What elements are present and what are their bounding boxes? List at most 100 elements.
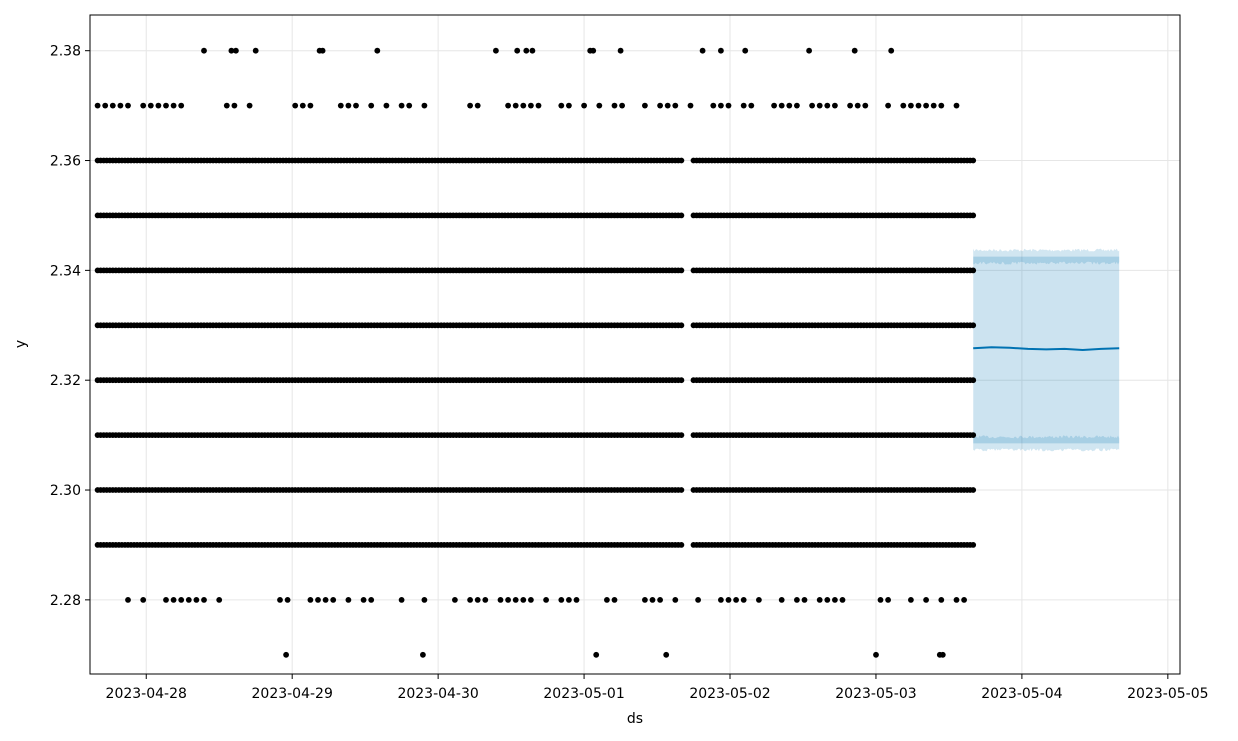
data-point [953,597,960,603]
x-tick-label: 2023-05-02 [689,686,770,702]
data-point [740,102,747,109]
data-point [193,597,200,603]
data-point [421,597,428,603]
data-point [923,102,929,109]
data-point [885,597,891,603]
data-point [505,102,511,109]
data-point [908,597,914,603]
data-point [663,651,670,658]
data-point [512,597,519,603]
data-point [140,597,147,603]
data-point [642,102,648,109]
data-point [854,102,861,109]
data-point [699,47,706,54]
data-point [528,597,534,603]
data-point [801,597,808,603]
data-point [678,487,685,493]
data-point [657,102,663,109]
data-point [398,597,405,603]
x-tick-label: 2023-04-30 [397,686,478,702]
data-point [185,597,192,603]
data-point [733,597,739,603]
data-point [642,597,648,603]
data-point [330,597,337,603]
data-point [806,47,812,54]
data-point [566,102,572,109]
data-point [888,47,895,54]
y-tick-label: 2.34 [50,263,81,279]
data-point [482,597,489,603]
data-point [337,102,344,109]
data-point [678,212,685,219]
data-point [315,597,321,603]
data-point [678,322,685,329]
data-point [678,377,685,384]
data-point [664,102,671,109]
data-point [246,102,253,109]
data-point [970,212,977,219]
data-point [368,597,375,603]
data-point [474,597,481,603]
data-point [345,597,352,603]
data-point [678,542,685,548]
data-point [695,597,701,603]
data-point [581,102,587,109]
data-point [816,597,823,603]
data-point [528,102,534,109]
data-point [573,597,580,603]
lower-interval-edge [973,435,1120,452]
data-point [505,597,511,603]
data-point [201,597,207,603]
data-point [939,651,946,658]
data-point [672,102,679,109]
data-point [839,597,846,603]
data-point [216,597,223,603]
y-tick-label: 2.28 [50,593,81,609]
data-point [794,102,800,109]
data-point [140,102,147,109]
data-point [718,102,724,109]
data-point [970,487,977,493]
data-point [847,102,853,109]
data-point [163,102,169,109]
data-point [862,102,869,109]
data-point [786,102,793,109]
data-point [292,102,299,109]
data-point [923,597,929,603]
y-tick-label: 2.36 [50,154,81,170]
data-point [970,157,977,164]
data-point [590,47,597,54]
data-point [900,102,907,109]
data-point [201,47,207,54]
data-point [596,102,603,109]
data-point [307,597,314,603]
data-point [170,597,177,603]
data-point [299,102,306,109]
data-point [725,597,732,603]
data-point [873,651,879,658]
data-point [170,102,177,109]
data-point [851,47,858,54]
x-axis-label: ds [627,711,643,727]
axis-ticks: 2023-04-28 2023-04-29 2023-04-30 2023-05-01… [50,44,1209,702]
data-point [611,102,618,109]
data-point [687,102,694,109]
data-point [604,597,610,603]
data-point [360,597,367,603]
data-point [467,597,473,603]
forecast-line-group [973,346,1120,352]
data-point [535,102,542,109]
data-point [322,597,329,603]
data-point [938,102,945,109]
data-point [672,597,679,603]
data-point [520,597,527,603]
data-point [520,102,527,109]
data-point [283,651,289,658]
data-point [970,322,977,329]
data-point [493,47,499,54]
data-point [809,102,815,109]
x-tick-label: 2023-04-29 [252,686,333,702]
data-point [649,597,656,603]
y-axis-label: y [13,340,29,348]
